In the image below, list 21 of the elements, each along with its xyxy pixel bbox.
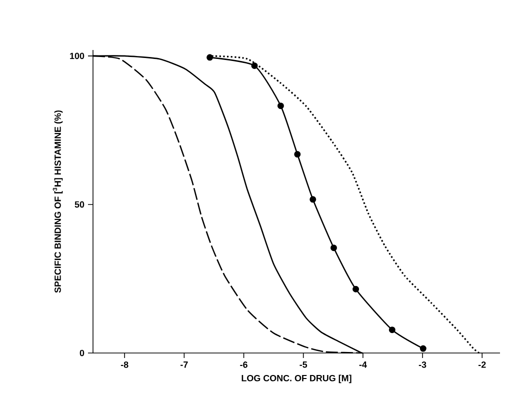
x-tick-label: -7 — [180, 362, 188, 368]
x-tick-label: -3 — [418, 362, 426, 368]
point — [310, 196, 316, 203]
x-axis-title: LOG CONC. OF DRUG [M] — [242, 374, 352, 384]
point — [251, 62, 258, 69]
point — [277, 102, 284, 110]
point — [420, 345, 426, 352]
x-tick-label: -5 — [300, 362, 308, 368]
y-tick-label: 50 — [74, 201, 84, 208]
x-tick-label: -6 — [240, 362, 248, 368]
y-tick-label: 0 — [80, 350, 84, 356]
point — [206, 54, 214, 61]
point — [352, 286, 360, 292]
point — [388, 326, 396, 334]
x-tick-label: -8 — [120, 362, 128, 368]
x-tick-label: -4 — [359, 362, 367, 368]
point — [330, 244, 337, 252]
x-tick-label: -2 — [478, 362, 486, 368]
y-tick-label: 100 — [70, 52, 84, 60]
y-axis-title: SPECIFIC BINDING OF [$^{3}$H] HISTAMINE (%) — [52, 110, 63, 293]
point — [294, 151, 301, 158]
